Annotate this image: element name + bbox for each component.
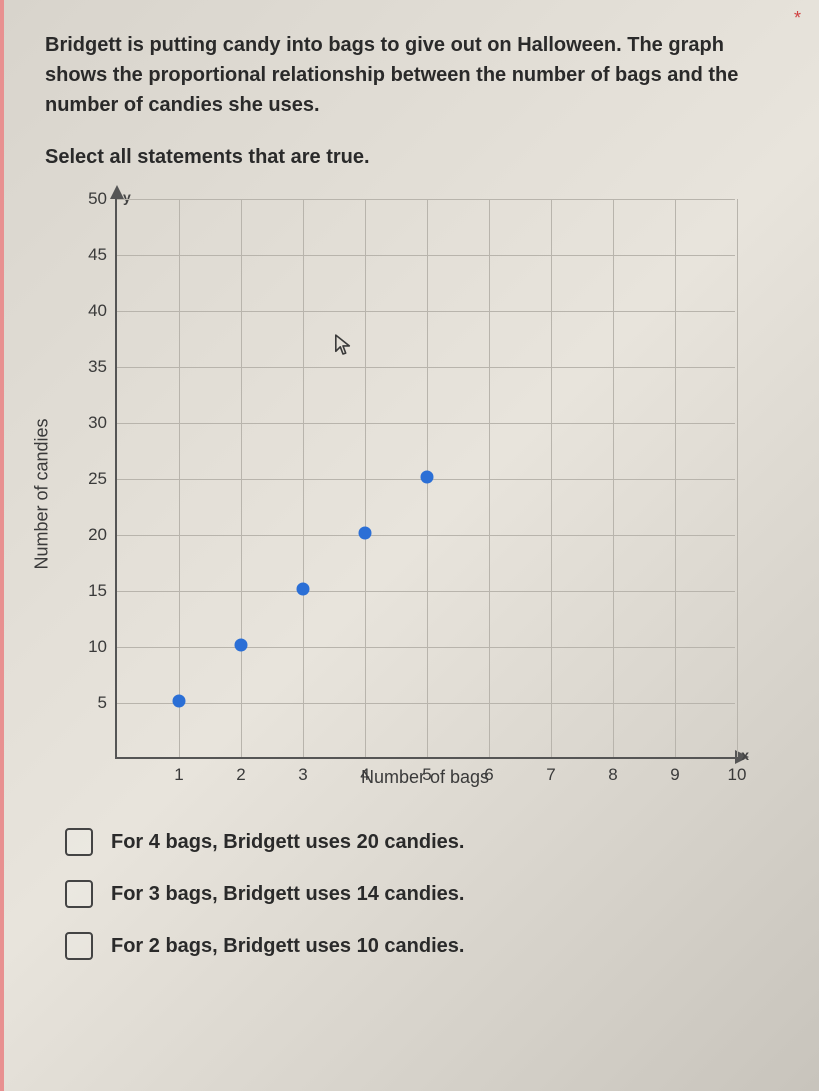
checkbox-icon[interactable] xyxy=(65,932,93,960)
x-tick-label: 9 xyxy=(670,757,679,785)
x-tick-label: 3 xyxy=(298,757,307,785)
x-tick-label: 1 xyxy=(174,757,183,785)
grid-horizontal xyxy=(117,591,735,592)
grid-vertical xyxy=(179,199,180,757)
data-point xyxy=(173,695,186,708)
data-point xyxy=(359,527,372,540)
grid-vertical xyxy=(551,199,552,757)
answer-option[interactable]: For 2 bags, Bridgett uses 10 candies. xyxy=(65,932,774,960)
answer-label: For 3 bags, Bridgett uses 14 candies. xyxy=(111,883,464,906)
grid-horizontal xyxy=(117,703,735,704)
grid-horizontal xyxy=(117,367,735,368)
x-tick-label: 4 xyxy=(360,757,369,785)
data-point xyxy=(235,639,248,652)
data-point xyxy=(421,471,434,484)
x-tick-label: 10 xyxy=(728,757,747,785)
grid-horizontal xyxy=(117,199,735,200)
x-tick-label: 6 xyxy=(484,757,493,785)
grid-horizontal xyxy=(117,423,735,424)
grid-vertical xyxy=(365,199,366,757)
grid-vertical xyxy=(241,199,242,757)
y-tick-label: 5 xyxy=(98,693,117,713)
y-axis-label: Number of candies xyxy=(32,418,53,569)
cursor-icon xyxy=(334,333,352,357)
x-tick-label: 8 xyxy=(608,757,617,785)
grid-horizontal xyxy=(117,311,735,312)
question-instruction: Select all statements that are true. xyxy=(45,146,774,169)
grid-vertical xyxy=(737,199,738,757)
scatter-plot: y x 123456789105101520253035404550 xyxy=(115,199,735,759)
y-tick-label: 30 xyxy=(88,413,117,433)
y-tick-label: 25 xyxy=(88,469,117,489)
checkbox-icon[interactable] xyxy=(65,828,93,856)
checkbox-icon[interactable] xyxy=(65,880,93,908)
y-tick-label: 20 xyxy=(88,525,117,545)
grid-vertical xyxy=(489,199,490,757)
answer-option[interactable]: For 4 bags, Bridgett uses 20 candies. xyxy=(65,828,774,856)
grid-horizontal xyxy=(117,647,735,648)
answer-label: For 4 bags, Bridgett uses 20 candies. xyxy=(111,831,464,854)
grid-vertical xyxy=(303,199,304,757)
grid-vertical xyxy=(675,199,676,757)
x-tick-label: 2 xyxy=(236,757,245,785)
answer-option[interactable]: For 3 bags, Bridgett uses 14 candies. xyxy=(65,880,774,908)
answer-label: For 2 bags, Bridgett uses 10 candies. xyxy=(111,935,464,958)
data-point xyxy=(297,583,310,596)
required-asterisk: * xyxy=(794,8,801,29)
y-tick-label: 10 xyxy=(88,637,117,657)
grid-vertical xyxy=(613,199,614,757)
y-tick-label: 40 xyxy=(88,301,117,321)
chart-container: Number of candies y x 123456789105101520… xyxy=(60,199,774,788)
x-tick-label: 7 xyxy=(546,757,555,785)
y-tick-label: 35 xyxy=(88,357,117,377)
x-tick-label: 5 xyxy=(422,757,431,785)
y-tick-label: 15 xyxy=(88,581,117,601)
y-axis-letter: y xyxy=(123,189,131,205)
question-prompt: Bridgett is putting candy into bags to g… xyxy=(45,30,774,120)
y-tick-label: 50 xyxy=(88,189,117,209)
grid-horizontal xyxy=(117,535,735,536)
grid-horizontal xyxy=(117,255,735,256)
y-tick-label: 45 xyxy=(88,245,117,265)
answer-list: For 4 bags, Bridgett uses 20 candies. Fo… xyxy=(65,828,774,960)
